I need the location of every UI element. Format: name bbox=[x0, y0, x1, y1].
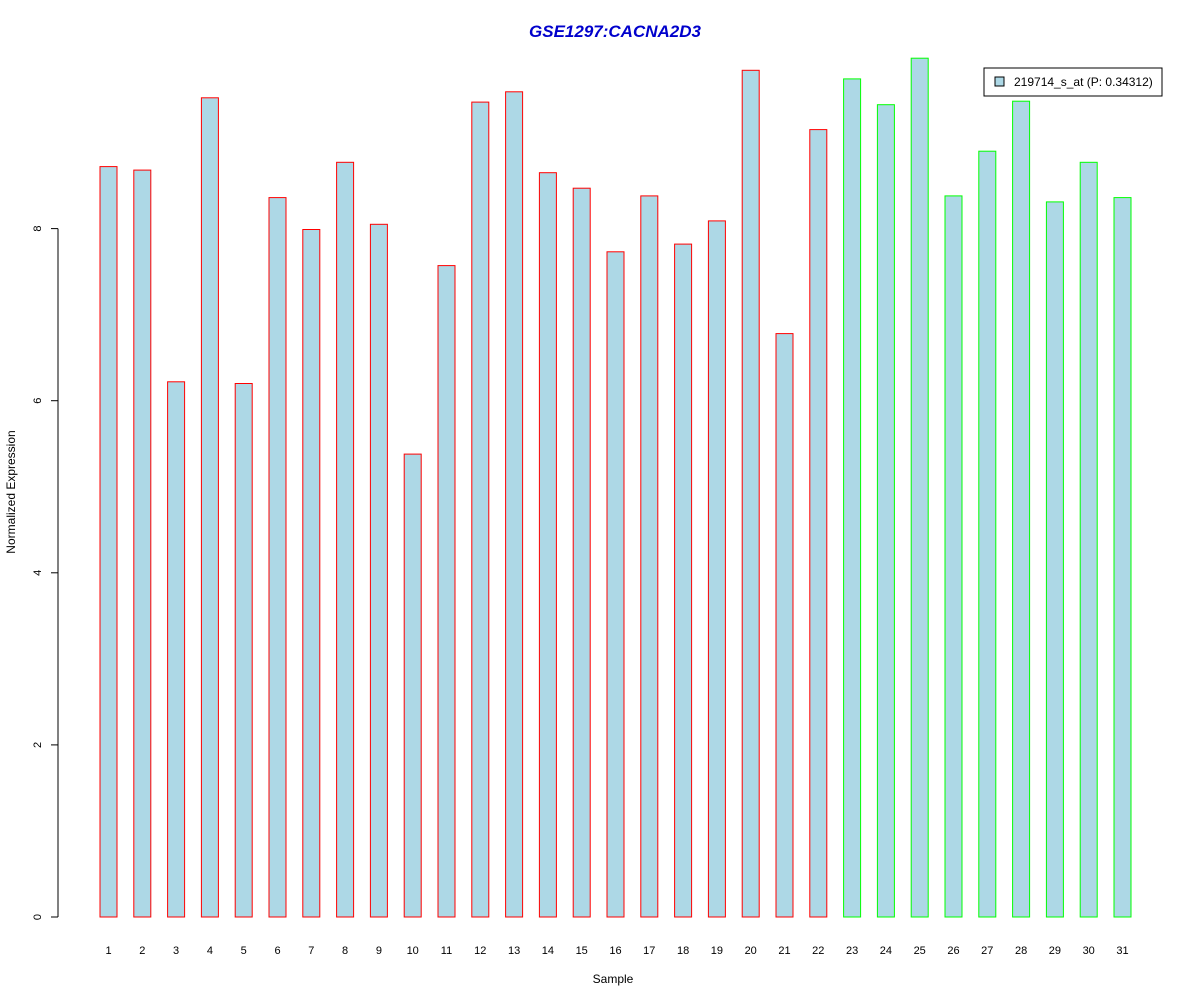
bar bbox=[1045, 201, 1064, 918]
bar bbox=[944, 195, 963, 918]
x-tick-label: 18 bbox=[677, 945, 689, 957]
x-tick-label: 20 bbox=[745, 945, 757, 957]
bar bbox=[674, 243, 693, 918]
bar bbox=[336, 161, 355, 918]
bar bbox=[1113, 197, 1132, 918]
bar bbox=[302, 229, 321, 918]
bar bbox=[167, 381, 186, 918]
bar bbox=[403, 453, 422, 918]
x-tick-label: 6 bbox=[274, 945, 280, 957]
x-tick-label: 28 bbox=[1015, 945, 1027, 957]
x-tick-label: 5 bbox=[241, 945, 247, 957]
x-tick-label: 4 bbox=[207, 945, 213, 957]
x-tick-label: 10 bbox=[407, 945, 419, 957]
x-tick-label: 23 bbox=[846, 945, 858, 957]
x-tick-label: 27 bbox=[981, 945, 993, 957]
y-tick-label: 4 bbox=[32, 570, 44, 576]
bar bbox=[707, 220, 726, 918]
x-tick-label: 11 bbox=[441, 945, 452, 957]
bar bbox=[133, 169, 152, 918]
x-axis-label: Sample bbox=[593, 972, 634, 986]
x-tick-label: 15 bbox=[576, 945, 588, 957]
bar bbox=[471, 101, 490, 918]
legend-swatch bbox=[994, 76, 1005, 87]
chart-title: GSE1297:CACNA2D3 bbox=[529, 22, 701, 41]
x-tick-label: 17 bbox=[643, 945, 655, 957]
x-tick-label: 26 bbox=[947, 945, 959, 957]
y-tick-label: 6 bbox=[32, 398, 44, 404]
bar bbox=[910, 57, 929, 918]
y-tick-label: 0 bbox=[32, 914, 44, 920]
legend-box bbox=[983, 67, 1163, 97]
x-tick-label: 30 bbox=[1083, 945, 1095, 957]
x-tick-label: 9 bbox=[376, 945, 382, 957]
bars-group bbox=[99, 57, 1132, 918]
x-tick-label: 14 bbox=[542, 945, 554, 957]
bar bbox=[538, 172, 557, 918]
x-tick-label: 24 bbox=[880, 945, 892, 957]
legend: 219714_s_at (P: 0.34312) bbox=[983, 67, 1163, 97]
bar bbox=[775, 333, 794, 918]
bar bbox=[200, 97, 219, 918]
y-tick-label: 8 bbox=[32, 226, 44, 232]
x-tick-label: 21 bbox=[778, 945, 790, 957]
x-tick-label: 7 bbox=[308, 945, 314, 957]
bar bbox=[234, 383, 253, 918]
bar bbox=[978, 150, 997, 918]
bar bbox=[640, 195, 659, 918]
bar bbox=[1079, 161, 1098, 918]
legend-entry-label: 219714_s_at (P: 0.34312) bbox=[1014, 75, 1153, 89]
bar bbox=[809, 129, 828, 918]
x-tick-label: 2 bbox=[139, 945, 145, 957]
y-axis-label: Normalized Expression bbox=[4, 430, 18, 553]
bar bbox=[741, 69, 760, 918]
x-tick-label: 13 bbox=[508, 945, 520, 957]
y-tick-label: 2 bbox=[32, 742, 44, 748]
bar bbox=[572, 187, 591, 918]
bar bbox=[876, 104, 895, 918]
bar bbox=[843, 78, 862, 918]
y-axis: 0 2 4 6 8 bbox=[32, 226, 59, 920]
x-tick-labels: 1 2 3 4 5 6 7 8 9 10 11 12 13 14 15 16 17 18 19 20 21 22 23 24 2… bbox=[105, 945, 1128, 957]
x-tick-label: 29 bbox=[1049, 945, 1061, 957]
bar bbox=[1012, 100, 1031, 918]
bar bbox=[99, 166, 118, 918]
x-tick-label: 1 bbox=[105, 945, 111, 957]
x-tick-label: 31 bbox=[1116, 945, 1128, 957]
x-tick-label: 19 bbox=[711, 945, 723, 957]
x-tick-label: 8 bbox=[342, 945, 348, 957]
bar bbox=[505, 91, 524, 918]
bar bbox=[606, 251, 625, 918]
x-tick-label: 25 bbox=[914, 945, 926, 957]
bar bbox=[437, 265, 456, 918]
bar bbox=[268, 197, 287, 918]
x-tick-label: 22 bbox=[812, 945, 824, 957]
x-tick-label: 16 bbox=[609, 945, 621, 957]
x-tick-label: 3 bbox=[173, 945, 179, 957]
x-tick-label: 12 bbox=[474, 945, 486, 957]
bar bbox=[369, 223, 388, 918]
